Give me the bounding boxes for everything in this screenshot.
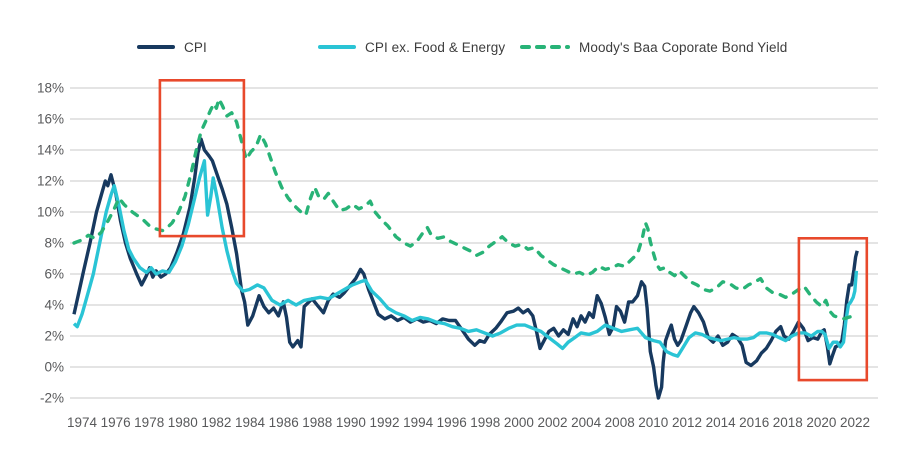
y-tick-label: 8% bbox=[44, 236, 64, 251]
legend-swatch-baa-dashed-line bbox=[520, 44, 570, 50]
y-tick-label: 16% bbox=[37, 112, 64, 127]
x-tick-label: 1976 bbox=[101, 415, 131, 430]
x-tick-label: 1980 bbox=[168, 415, 198, 430]
legend-item-cpi: CPI bbox=[137, 39, 207, 55]
x-tick-label: 2002 bbox=[537, 415, 567, 430]
legend-label-core-cpi: CPI ex. Food & Energy bbox=[365, 39, 506, 55]
series-line-baa-yield bbox=[72, 97, 859, 321]
y-tick-label: 10% bbox=[37, 205, 64, 220]
y-tick-label: 2% bbox=[44, 329, 64, 344]
y-tick-label: 14% bbox=[37, 143, 64, 158]
x-tick-label: 1974 bbox=[67, 415, 98, 430]
x-tick-label: 2020 bbox=[806, 415, 836, 430]
y-tick-label: 4% bbox=[44, 298, 64, 313]
x-tick-label: 1994 bbox=[403, 415, 434, 430]
x-tick-label: 1996 bbox=[437, 415, 467, 430]
x-tick-label: 1986 bbox=[269, 415, 299, 430]
x-tick-label: 2000 bbox=[504, 415, 534, 430]
highlight-2019-2022 bbox=[797, 237, 869, 382]
x-tick-label: 2022 bbox=[840, 415, 870, 430]
x-tick-label: 2018 bbox=[773, 415, 803, 430]
y-tick-label: -2% bbox=[40, 391, 64, 406]
y-tick-label: 18% bbox=[37, 81, 64, 96]
legend-swatch-cpi-line bbox=[137, 44, 175, 50]
legend-label-baa-yield: Moody's Baa Coporate Bond Yield bbox=[579, 39, 788, 55]
x-tick-label: 2008 bbox=[605, 415, 635, 430]
y-tick-label: 6% bbox=[44, 267, 64, 282]
series-line-cpi bbox=[72, 137, 859, 400]
legend-item-baa-yield: Moody's Baa Coporate Bond Yield bbox=[520, 39, 787, 55]
x-tick-label: 1992 bbox=[369, 415, 399, 430]
x-tick-label: 1990 bbox=[336, 415, 366, 430]
y-tick-label: 12% bbox=[37, 174, 64, 189]
x-tick-label: 2014 bbox=[706, 415, 737, 430]
series-line-core-cpi bbox=[72, 159, 859, 358]
x-tick-label: 1978 bbox=[134, 415, 164, 430]
x-tick-label: 1982 bbox=[201, 415, 231, 430]
x-tick-label: 2012 bbox=[672, 415, 702, 430]
chart-legend: CPI CPI ex. Food & Energy Moody's Baa Co… bbox=[0, 0, 900, 60]
x-tick-label: 2010 bbox=[638, 415, 668, 430]
legend-item-core-cpi: CPI ex. Food & Energy bbox=[318, 39, 505, 55]
x-tick-label: 1998 bbox=[470, 415, 500, 430]
legend-swatch-core-cpi-line bbox=[318, 44, 356, 50]
x-tick-label: 1988 bbox=[302, 415, 332, 430]
x-tick-label: 1984 bbox=[235, 415, 266, 430]
x-tick-label: 2004 bbox=[571, 415, 602, 430]
x-tick-label: 2016 bbox=[739, 415, 769, 430]
legend-label-cpi: CPI bbox=[184, 39, 207, 55]
y-tick-label: 0% bbox=[44, 360, 64, 375]
highlight-1979-1984 bbox=[158, 79, 246, 238]
